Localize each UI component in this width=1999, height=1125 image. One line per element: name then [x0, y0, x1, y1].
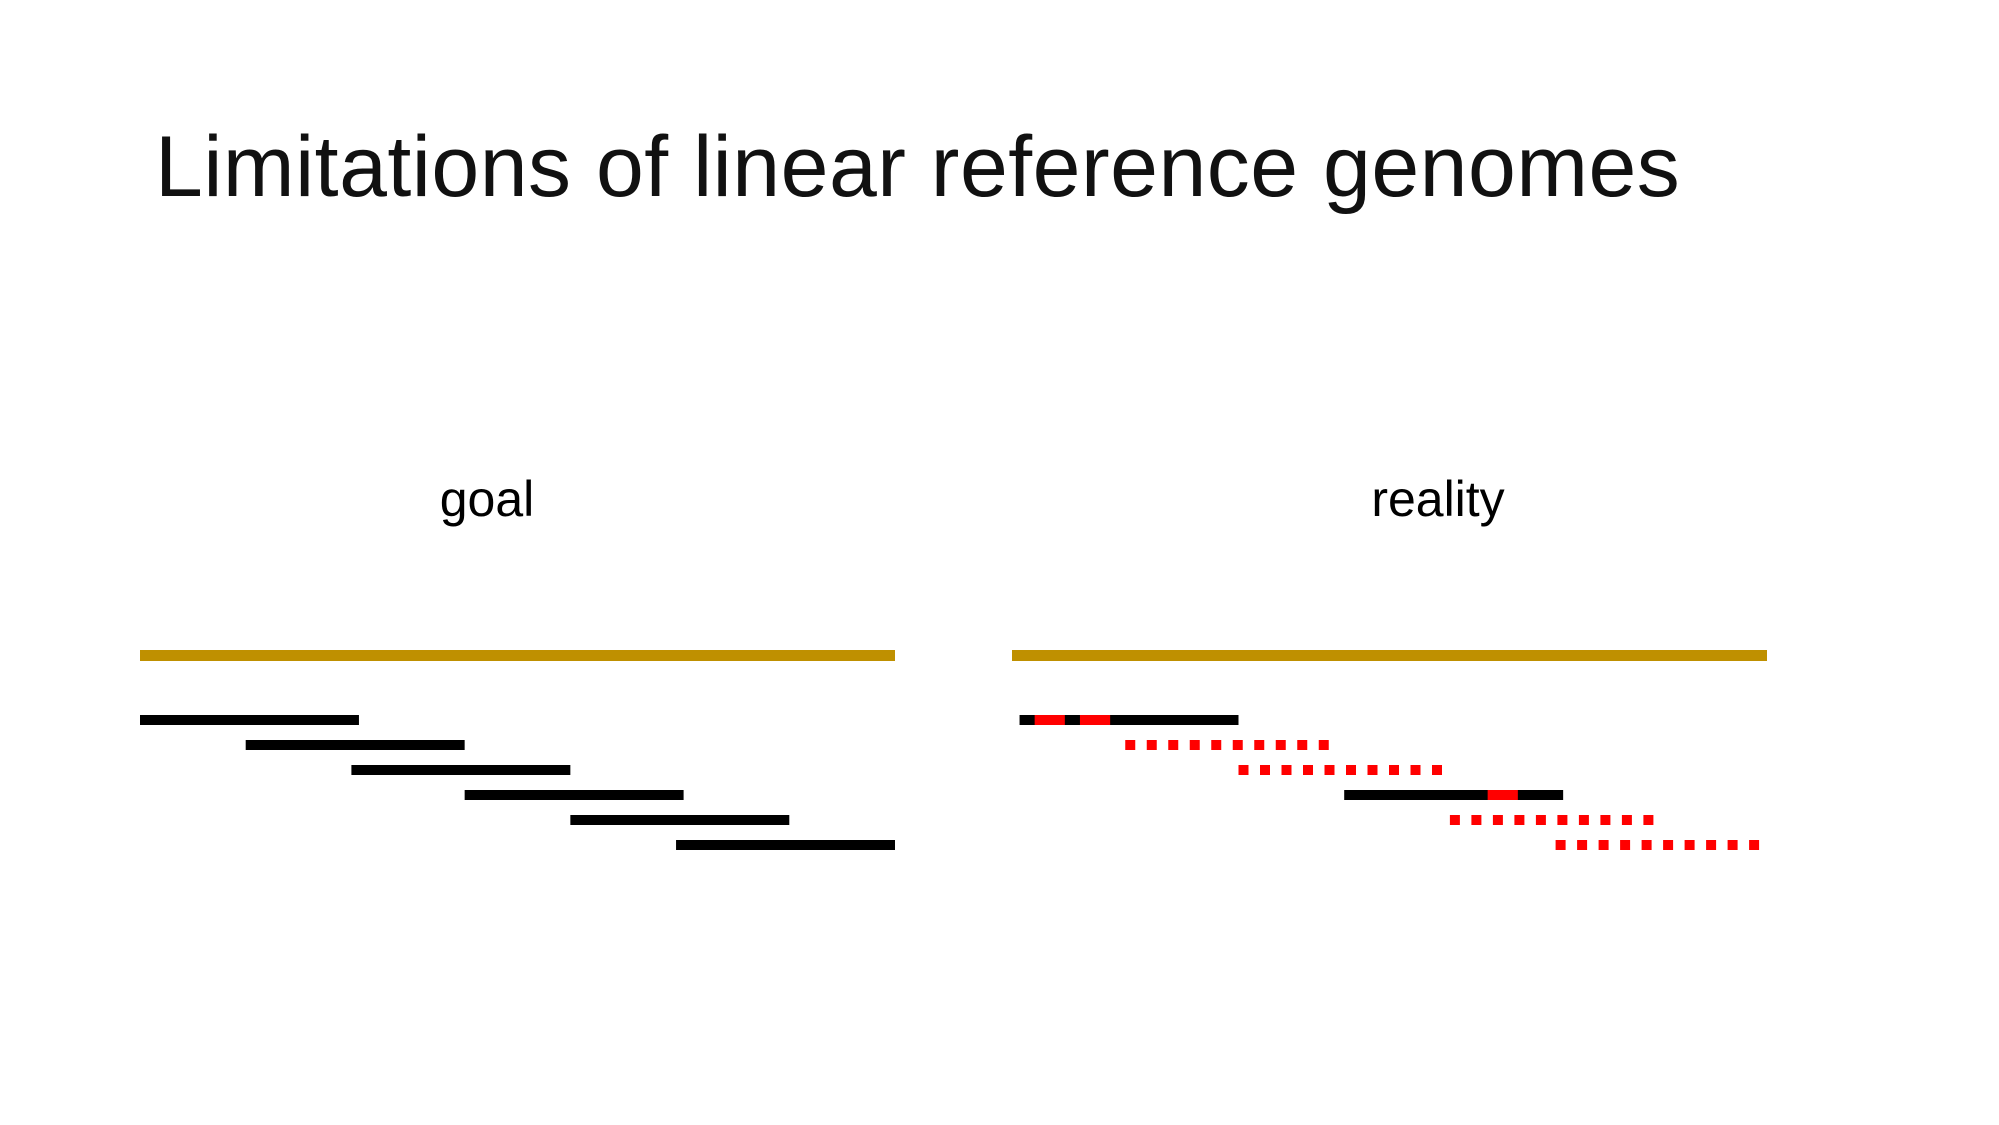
reality-read-5-dash	[1471, 815, 1482, 825]
reality-read-5-unaligned	[1449, 815, 1654, 825]
reality-read-5-dash	[1600, 815, 1611, 825]
reality-read-3-dash	[1281, 765, 1292, 775]
reality-read-4	[1344, 790, 1564, 800]
goal-read-4	[464, 790, 684, 800]
reality-read-3-dash	[1346, 765, 1356, 775]
reality-read-2-dash	[1297, 740, 1308, 750]
reality-read-3-dash	[1303, 765, 1313, 775]
reality-read-2-dash	[1211, 740, 1222, 750]
goal-read-3	[351, 765, 571, 775]
reality-read-5-dash	[1514, 815, 1525, 825]
reality-label: reality	[1371, 471, 1505, 527]
reality-read-2-unaligned	[1125, 740, 1329, 750]
goal-read-6	[676, 840, 895, 850]
reality-read-6-dash	[1706, 840, 1717, 850]
reality-read-4-mismatch-1	[1487, 790, 1518, 800]
reality-read-1-mismatch-2	[1079, 715, 1111, 725]
reality-reference-line	[1012, 650, 1767, 661]
reality-read-5-dash	[1621, 815, 1632, 825]
reality-read-1-mismatch-1	[1034, 715, 1065, 725]
reality-read-2-dash	[1168, 740, 1179, 750]
goal-read-2	[245, 740, 465, 750]
reality-read-2-dash	[1146, 740, 1157, 750]
reality-read-6-dash	[1598, 840, 1609, 850]
slide-title: Limitations of linear reference genomes	[155, 119, 1681, 215]
reality-read-5-dash	[1535, 815, 1546, 825]
reality-read-6-dash	[1555, 840, 1566, 850]
reality-read-6-dash	[1727, 840, 1738, 850]
goal-read-1	[140, 715, 359, 725]
reality-read-2-dash	[1254, 740, 1265, 750]
reality-read-3-dash	[1389, 765, 1399, 775]
reality-read-5-dash	[1643, 815, 1654, 825]
reality-read-3-dash	[1410, 765, 1421, 775]
reality-read-5-dash	[1449, 815, 1460, 825]
goal-read-5	[570, 815, 790, 825]
reality-read-3-dash	[1238, 765, 1249, 775]
reality-read-3-dash	[1367, 765, 1378, 775]
reality-read-5-dash	[1557, 815, 1568, 825]
reality-read-3-unaligned	[1238, 765, 1442, 775]
reality-read-6-dash	[1641, 840, 1652, 850]
reality-read-6-dash	[1749, 840, 1760, 850]
reality-read-3-dash	[1260, 765, 1270, 775]
reality-read-3-dash	[1324, 765, 1335, 775]
reality-read-6-dash	[1577, 840, 1588, 850]
reality-read-1	[1019, 715, 1239, 725]
reality-read-5-dash	[1578, 815, 1589, 825]
reality-read-3-dash	[1432, 765, 1442, 775]
reality-read-6-unaligned	[1555, 840, 1760, 850]
reality-read-2-dash	[1232, 740, 1243, 750]
goal-label: goal	[439, 471, 535, 527]
goal-reference-line	[140, 650, 895, 661]
reality-read-6-dash	[1663, 840, 1674, 850]
reality-read-2-dash	[1189, 740, 1200, 750]
reality-read-6-dash	[1620, 840, 1631, 850]
reality-read-6-dash	[1684, 840, 1695, 850]
reality-read-2-dash	[1275, 740, 1286, 750]
reality-read-2-dash	[1318, 740, 1329, 750]
reality-read-2-dash	[1125, 740, 1136, 750]
reality-read-5-dash	[1492, 815, 1503, 825]
